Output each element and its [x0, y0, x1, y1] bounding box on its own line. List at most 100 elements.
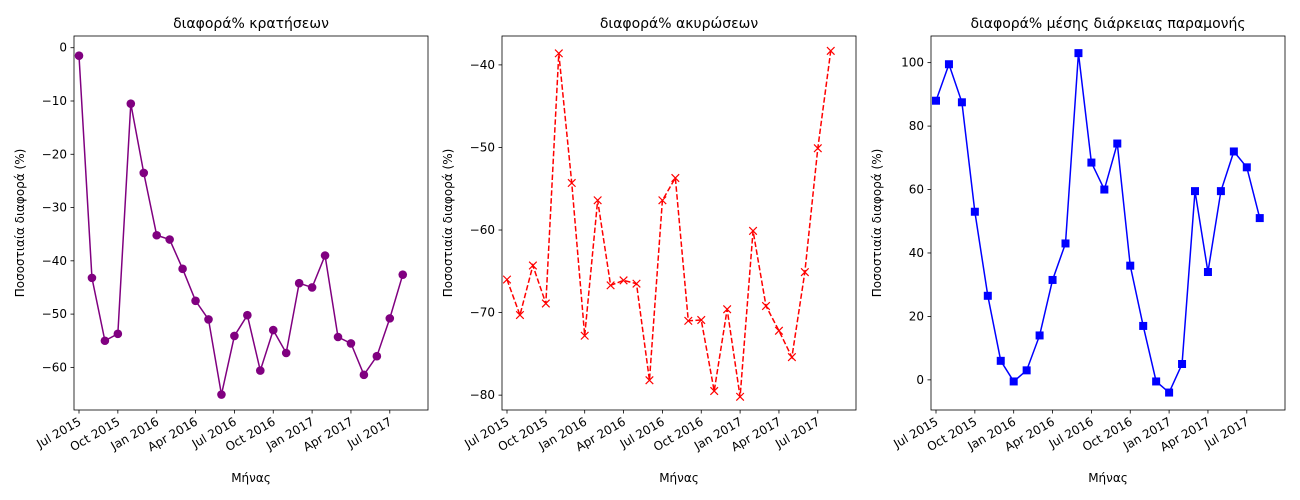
y-axis-label: Ποσοστιαία διαφορά (%)	[870, 149, 884, 298]
data-point	[204, 315, 213, 324]
data-point	[1178, 360, 1187, 369]
y-tick-label: −50	[470, 140, 495, 154]
data-point	[100, 336, 110, 346]
data-point	[1100, 185, 1109, 194]
y-tick-label: 60	[909, 183, 924, 197]
y-tick-label: −70	[470, 306, 495, 320]
data-point	[541, 299, 551, 308]
data-point	[774, 326, 784, 335]
data-point	[217, 390, 226, 399]
y-tick-label: 80	[909, 119, 924, 133]
y-tick-label: 20	[909, 309, 924, 323]
y-tick-label: 0	[916, 373, 924, 387]
y-axis-label: Ποσοστιαία διαφορά (%)	[13, 149, 27, 298]
data-point	[684, 316, 693, 326]
x-axis-label: Μήνας	[659, 471, 699, 485]
x-axis-label: Μήνας	[1088, 471, 1128, 485]
data-point	[126, 99, 136, 108]
data-point	[567, 178, 576, 188]
data-point	[243, 310, 252, 320]
data-point	[813, 144, 823, 153]
y-tick-label: 100	[901, 56, 924, 70]
data-point	[932, 96, 940, 105]
data-point	[346, 339, 356, 348]
y-tick-label: −80	[470, 388, 495, 402]
data-point	[1126, 261, 1135, 270]
data-point	[1165, 388, 1174, 397]
data-point	[632, 279, 641, 288]
data-point	[957, 98, 966, 107]
data-point	[1074, 49, 1083, 58]
y-tick-label: −40	[470, 58, 495, 72]
data-point	[165, 235, 174, 244]
data-point	[1255, 214, 1264, 223]
y-tick-label: −60	[42, 360, 67, 374]
data-point	[671, 173, 680, 183]
data-point	[191, 296, 200, 306]
plot-frame	[73, 35, 429, 411]
data-point	[1191, 187, 1199, 196]
data-point	[996, 356, 1005, 365]
data-point	[385, 314, 395, 323]
data-point	[554, 49, 564, 58]
data-point	[761, 301, 771, 311]
data-point	[294, 278, 304, 288]
data-point	[139, 168, 149, 178]
data-point	[580, 331, 589, 340]
data-point	[619, 276, 628, 285]
data-point	[787, 352, 797, 362]
y-tick-label: −20	[42, 147, 67, 161]
data-point	[748, 226, 758, 236]
series-line	[506, 50, 832, 397]
data-point	[398, 270, 408, 279]
data-point	[593, 196, 602, 205]
series-line	[935, 53, 1261, 394]
data-point	[1113, 139, 1122, 148]
data-point	[372, 351, 382, 361]
data-point	[152, 230, 161, 240]
data-point	[735, 392, 745, 402]
data-point	[944, 60, 953, 69]
data-point	[515, 310, 525, 320]
data-point	[1087, 158, 1096, 167]
plot-frame	[930, 35, 1286, 411]
data-point	[333, 332, 343, 342]
data-point	[320, 251, 330, 260]
panel-cancellations: διαφορά% ακυρώσεων Μήνας Ποσοστιαία διαφ…	[441, 16, 857, 485]
data-point	[359, 370, 369, 380]
data-point	[606, 281, 615, 290]
data-point	[268, 325, 278, 335]
data-point	[645, 376, 654, 385]
data-point	[502, 275, 512, 284]
data-point	[1229, 147, 1238, 156]
data-point	[1203, 268, 1212, 277]
data-point	[709, 386, 719, 396]
chart-title: διαφορά% μέσης διάρκειας παραμονής	[970, 16, 1245, 32]
x-axis-label: Μήνας	[231, 471, 271, 485]
data-point	[1061, 239, 1070, 248]
data-point	[255, 366, 265, 375]
data-point	[528, 261, 538, 270]
data-point	[1216, 187, 1225, 196]
data-point	[983, 291, 992, 300]
data-point	[1022, 366, 1031, 375]
data-point	[1009, 377, 1018, 386]
plot-frame	[501, 35, 857, 411]
data-point	[230, 331, 239, 341]
y-tick-label: −60	[470, 223, 495, 237]
y-tick-label: −10	[42, 94, 67, 108]
y-tick-label: −30	[42, 201, 67, 215]
data-point	[800, 267, 810, 277]
data-point	[1139, 321, 1148, 330]
panel-avg-stay: διαφορά% μέσης διάρκειας παραμονής Μήνας…	[870, 16, 1286, 485]
data-point	[722, 305, 732, 314]
data-point	[1035, 331, 1044, 340]
y-tick-label: 40	[909, 246, 924, 260]
data-point	[1242, 163, 1251, 172]
data-point	[697, 315, 706, 325]
data-point	[87, 273, 97, 283]
data-point	[113, 329, 123, 339]
data-point	[307, 283, 317, 292]
y-tick-label: 0	[59, 41, 67, 55]
